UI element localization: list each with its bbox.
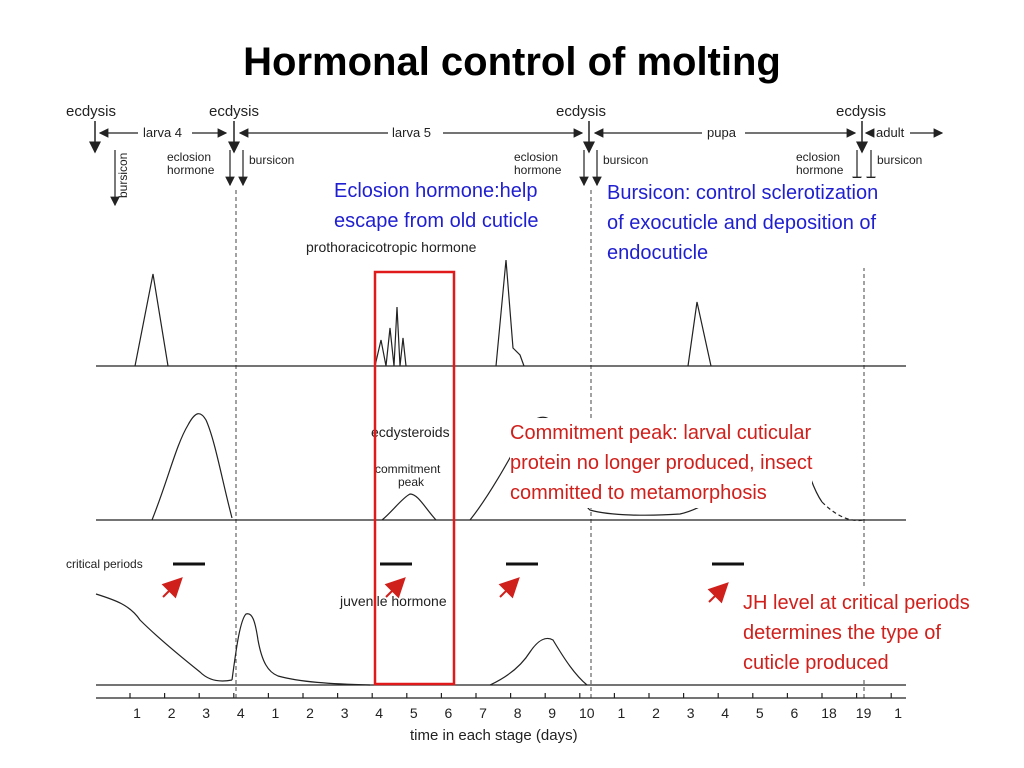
- stage-label-larva5: larva 5: [392, 125, 431, 140]
- callout-eclosion-line-1: Eclosion hormone:help: [334, 180, 538, 202]
- critical-arrow-1: [161, 577, 183, 599]
- ecdysteroids-commitment: [381, 493, 437, 521]
- stage-label-larva4: larva 4: [143, 125, 182, 140]
- jh-label: juvenile hormone: [339, 593, 447, 609]
- callout-eclosion-line-2: escape from old cuticle: [334, 210, 539, 232]
- callout-commitment-line-3: committed to metamorphosis: [510, 482, 767, 504]
- commitment-highlight-box: [373, 270, 456, 686]
- x-tick-label: 6: [791, 705, 799, 721]
- ptth-peak-pupa: [687, 301, 712, 367]
- x-tick-label: 3: [202, 705, 210, 721]
- x-tick-label: 10: [579, 705, 595, 721]
- bursicon-label-rotated: bursicon: [116, 153, 130, 198]
- x-tick-label: 4: [721, 705, 729, 721]
- x-tick-label: 7: [479, 705, 487, 721]
- ecdysteroids-curve-l4: [151, 413, 233, 521]
- callout-bursicon-line-2: of exocuticle and deposition of: [607, 212, 877, 234]
- x-tick-label: 2: [306, 705, 314, 721]
- x-tick-label: 18: [821, 705, 837, 721]
- x-tick-label: 1: [133, 705, 141, 721]
- x-tick-label: 19: [856, 705, 872, 721]
- ecdysteroids-curve-adult-dashed: [821, 501, 865, 522]
- callout-jh-line-2: determines the type of: [743, 622, 941, 644]
- eclosion-label-2a: eclosion: [514, 150, 558, 164]
- commitment-peak-label-1: commitment: [375, 462, 441, 476]
- x-tick-label: 4: [375, 705, 383, 721]
- critical-arrow-4: [707, 582, 729, 604]
- callout-eclosion-hormone: Eclosion hormone:help escape from old cu…: [334, 176, 539, 236]
- eclosion-label-3a: eclosion: [796, 150, 840, 164]
- x-tick-label: 1: [618, 705, 626, 721]
- callout-jh-line-3: cuticle produced: [743, 652, 889, 674]
- critical-periods-label: critical periods: [66, 557, 143, 571]
- commitment-peak-label-2: peak: [398, 475, 425, 489]
- ptth-peaks-l5: [374, 306, 407, 367]
- ptth-peak-l4: [134, 273, 169, 367]
- ecdysis-label-2: ecdysis: [209, 103, 259, 120]
- x-tick-label: 2: [652, 705, 660, 721]
- callout-commitment-peak: Commitment peak: larval cuticular protei…: [510, 418, 813, 508]
- x-axis-ticks: 1 2 3 4 1 2 3 4 5 6 7 8 9 10 1 2 3 4 5 6 18 19 1: [129, 693, 902, 721]
- x-tick-label: 9: [548, 705, 556, 721]
- stage-label-adult: adult: [876, 125, 905, 140]
- bursicon-label-2: bursicon: [603, 153, 648, 167]
- jh-curve-l5-late: [489, 637, 588, 686]
- callout-jh-line-1: JH level at critical periods: [743, 592, 970, 614]
- ptth-peak-l5-late: [495, 259, 525, 367]
- stage-label-pupa: pupa: [707, 125, 737, 140]
- ecdysis-label-3: ecdysis: [556, 103, 606, 120]
- x-tick-label: 8: [514, 705, 522, 721]
- jh-curve-l5-early: [231, 613, 371, 686]
- x-axis-title: time in each stage (days): [410, 727, 578, 744]
- x-tick-label: 2: [168, 705, 176, 721]
- ecdysis-label-1: ecdysis: [66, 103, 116, 120]
- bursicon-label-1: bursicon: [249, 153, 294, 167]
- x-tick-label: 3: [687, 705, 695, 721]
- x-tick-label: 3: [341, 705, 349, 721]
- x-tick-label: 6: [445, 705, 453, 721]
- x-tick-label: 4: [237, 705, 245, 721]
- callout-bursicon-line-3: endocuticle: [607, 242, 709, 264]
- eclosion-label-1a: eclosion: [167, 150, 211, 164]
- jh-curve-l4: [95, 593, 233, 682]
- callout-commitment-line-2: protein no longer produced, insect: [510, 452, 813, 474]
- eclosion-label-1b: hormone: [167, 163, 215, 177]
- ecdysis-label-4: ecdysis: [836, 103, 886, 120]
- x-tick-label: 1: [272, 705, 280, 721]
- ecdysteroids-label: ecdysteroids: [371, 424, 450, 440]
- critical-arrow-2: [384, 577, 406, 599]
- critical-arrow-3: [498, 577, 520, 599]
- slide-title: Hormonal control of molting: [243, 40, 781, 84]
- x-tick-label: 5: [756, 705, 764, 721]
- callout-bursicon: Bursicon: control sclerotization of exoc…: [607, 178, 879, 268]
- callout-commitment-line-1: Commitment peak: larval cuticular: [510, 422, 812, 444]
- eclosion-label-3b: hormone: [796, 163, 844, 177]
- eclosion-label-2b: hormone: [514, 163, 562, 177]
- x-tick-label: 5: [410, 705, 418, 721]
- bursicon-label-3: bursicon: [877, 153, 922, 167]
- x-tick-label: 1: [894, 705, 902, 721]
- callout-bursicon-line-1: Bursicon: control sclerotization: [607, 182, 879, 204]
- ptth-label: prothoracicotropic hormone: [306, 239, 477, 255]
- callout-jh-level: JH level at critical periods determines …: [743, 588, 970, 678]
